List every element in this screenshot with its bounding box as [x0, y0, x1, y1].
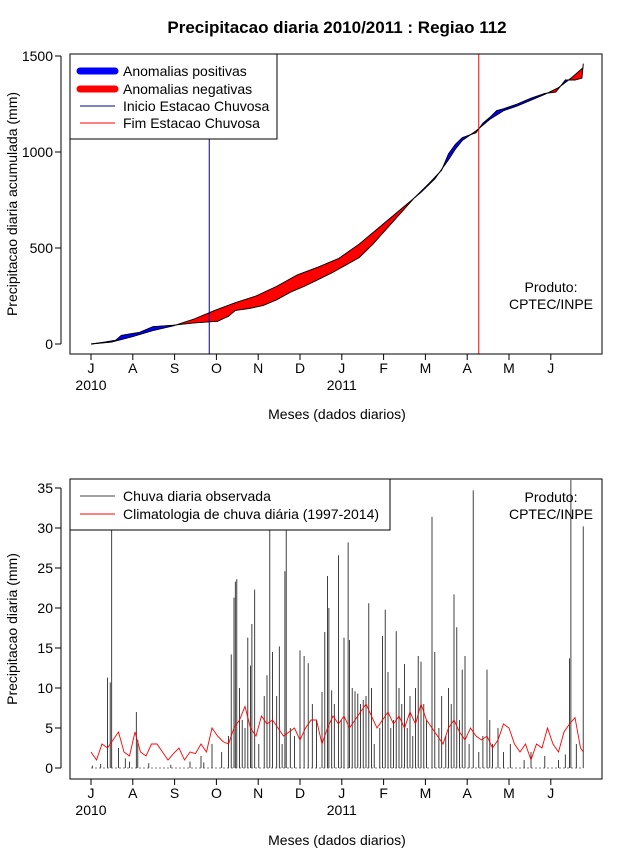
x-tick-label: D [295, 785, 305, 801]
product-label: Produto: [525, 489, 578, 505]
y-tick-label: 10 [37, 680, 53, 696]
daily-x-label: Meses (dados diarios) [268, 832, 406, 848]
x-tick-label: A [128, 785, 138, 801]
legend-box [69, 478, 391, 531]
x-tick-label: J [338, 785, 345, 801]
y-tick-label: 5 [45, 720, 53, 736]
x-tick-label: D [295, 360, 305, 376]
y-tick-label: 0 [45, 760, 53, 776]
x-tick-label: A [463, 785, 473, 801]
legend-negative-label: Anomalias negativas [123, 81, 252, 97]
x-year-label: 2010 [75, 377, 106, 393]
chart-title: Precipitacao diaria 2010/2011 : Regiao 1… [167, 18, 506, 37]
y-tick-label: 1000 [22, 144, 53, 160]
x-tick-label: A [463, 360, 473, 376]
y-tick-label: 0 [45, 336, 53, 352]
daily-plot-area [90, 480, 584, 769]
x-tick-label: F [379, 360, 388, 376]
product-source: CPTEC/INPE [509, 506, 593, 522]
product-source: CPTEC/INPE [509, 296, 593, 312]
x-tick-label: J [338, 360, 345, 376]
y-tick-label: 30 [37, 520, 53, 536]
legend-observed-label: Chuva diaria observada [123, 488, 271, 504]
y-tick-label: 1500 [22, 48, 53, 64]
daily-y-label: Precipitacao diaria (mm) [4, 553, 20, 705]
legend-climatology-label: Climatologia de chuva diária (1997-2014) [123, 506, 379, 522]
x-tick-label: O [211, 785, 222, 801]
x-tick-label: M [503, 785, 515, 801]
x-tick-label: M [420, 785, 432, 801]
legend-positive-label: Anomalias positivas [123, 63, 247, 79]
accumulated-legend: Anomalias positivas Anomalias negativas … [69, 53, 278, 140]
x-tick-label: S [170, 785, 179, 801]
x-tick-label: M [420, 360, 432, 376]
x-tick-label: S [170, 360, 179, 376]
x-tick-label: F [379, 785, 388, 801]
x-year-label: 2010 [75, 802, 106, 818]
legend-end-season-label: Fim Estacao Chuvosa [123, 115, 260, 131]
accumulated-y-label: Precipitacao diaria acumulada (mm) [4, 92, 20, 316]
y-tick-label: 25 [37, 560, 53, 576]
product-label: Produto: [525, 279, 578, 295]
legend-start-season-label: Inicio Estacao Chuvosa [123, 98, 270, 114]
x-tick-label: N [253, 360, 263, 376]
x-tick-label: O [211, 360, 222, 376]
y-tick-label: 500 [30, 240, 54, 256]
x-tick-label: J [88, 360, 95, 376]
y-tick-label: 20 [37, 600, 53, 616]
daily-legend: Chuva diaria observada Climatologia de c… [69, 478, 391, 531]
x-tick-label: N [253, 785, 263, 801]
x-tick-label: M [503, 360, 515, 376]
x-tick-label: A [128, 360, 138, 376]
y-tick-label: 15 [37, 640, 53, 656]
x-year-label: 2011 [327, 802, 357, 818]
accumulated-x-label: Meses (dados diarios) [268, 406, 406, 422]
x-tick-label: J [547, 785, 554, 801]
climatology-daily-line [90, 702, 584, 762]
x-year-label: 2011 [327, 377, 357, 393]
y-tick-label: 35 [37, 480, 53, 496]
climatology-accumulated-line [90, 67, 584, 345]
x-tick-label: J [88, 785, 95, 801]
x-tick-label: J [547, 360, 554, 376]
accumulated-plot-area [90, 54, 584, 354]
